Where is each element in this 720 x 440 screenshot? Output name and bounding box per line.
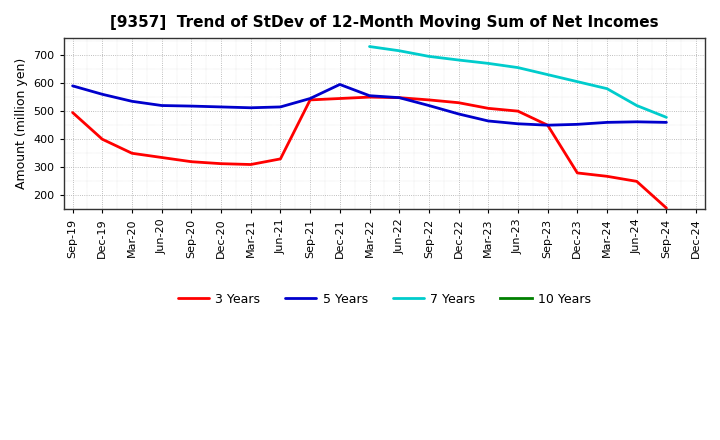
Legend: 3 Years, 5 Years, 7 Years, 10 Years: 3 Years, 5 Years, 7 Years, 10 Years xyxy=(173,288,596,311)
5 Years xyxy=(68,83,77,88)
3 Years xyxy=(276,156,285,161)
3 Years xyxy=(454,100,463,105)
7 Years xyxy=(513,65,522,70)
3 Years xyxy=(187,159,196,165)
7 Years xyxy=(603,86,611,92)
3 Years xyxy=(395,95,403,100)
5 Years xyxy=(573,122,582,127)
5 Years xyxy=(98,92,107,97)
7 Years xyxy=(395,48,403,53)
Title: [9357]  Trend of StDev of 12-Month Moving Sum of Net Incomes: [9357] Trend of StDev of 12-Month Moving… xyxy=(110,15,659,30)
3 Years xyxy=(513,109,522,114)
5 Years xyxy=(484,118,492,124)
Line: 3 Years: 3 Years xyxy=(73,97,667,208)
5 Years xyxy=(246,105,255,110)
3 Years xyxy=(573,170,582,176)
5 Years xyxy=(395,95,403,100)
3 Years xyxy=(662,205,671,211)
7 Years xyxy=(632,103,641,108)
5 Years xyxy=(632,119,641,125)
3 Years xyxy=(68,110,77,115)
5 Years xyxy=(158,103,166,108)
3 Years xyxy=(246,162,255,167)
3 Years xyxy=(306,97,315,103)
5 Years xyxy=(513,121,522,126)
5 Years xyxy=(662,120,671,125)
5 Years xyxy=(187,103,196,109)
5 Years xyxy=(425,103,433,108)
3 Years xyxy=(425,97,433,103)
7 Years xyxy=(573,79,582,84)
5 Years xyxy=(454,111,463,117)
Line: 5 Years: 5 Years xyxy=(73,84,667,125)
3 Years xyxy=(484,106,492,111)
3 Years xyxy=(217,161,225,166)
7 Years xyxy=(425,54,433,59)
3 Years xyxy=(127,150,136,156)
7 Years xyxy=(365,44,374,49)
3 Years xyxy=(98,136,107,142)
7 Years xyxy=(454,57,463,62)
7 Years xyxy=(484,61,492,66)
5 Years xyxy=(217,104,225,110)
5 Years xyxy=(336,82,344,87)
5 Years xyxy=(544,123,552,128)
5 Years xyxy=(127,99,136,104)
7 Years xyxy=(662,115,671,120)
5 Years xyxy=(603,120,611,125)
3 Years xyxy=(336,96,344,101)
7 Years xyxy=(544,72,552,77)
3 Years xyxy=(158,155,166,160)
3 Years xyxy=(365,95,374,100)
3 Years xyxy=(544,123,552,128)
Line: 7 Years: 7 Years xyxy=(369,47,667,117)
5 Years xyxy=(306,96,315,101)
5 Years xyxy=(276,104,285,110)
3 Years xyxy=(632,179,641,184)
3 Years xyxy=(603,174,611,179)
5 Years xyxy=(365,93,374,98)
Y-axis label: Amount (million yen): Amount (million yen) xyxy=(15,58,28,189)
